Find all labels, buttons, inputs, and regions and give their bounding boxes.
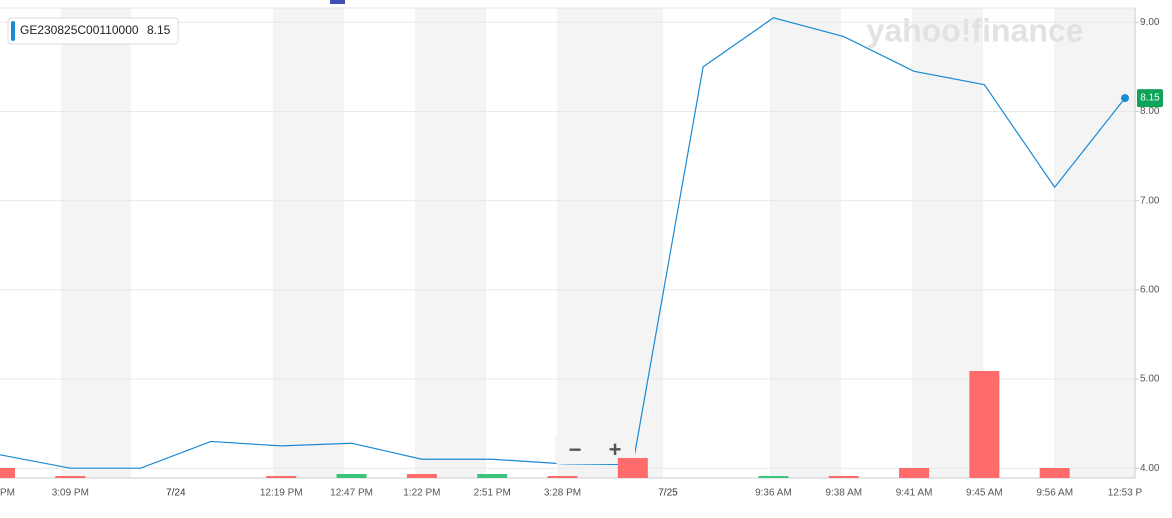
x-tick-label: 12:53 P — [1108, 488, 1143, 499]
last-price-tag — [1137, 89, 1163, 108]
y-tick-label: 6.00 — [1140, 284, 1160, 295]
x-tick-label: 9:36 AM — [755, 488, 792, 499]
band — [1054, 8, 1135, 478]
volume-bar — [406, 474, 437, 478]
volume-bar — [758, 476, 789, 478]
x-tick-label: 3:09 PM — [52, 488, 89, 499]
band — [770, 8, 841, 478]
last-point — [1121, 94, 1129, 103]
x-tick-label: 9:56 AM — [1036, 488, 1073, 499]
volume-bar — [617, 458, 648, 478]
band — [61, 8, 131, 478]
volume-bar — [828, 476, 859, 478]
y-tick-label: 4.00 — [1140, 463, 1160, 474]
x-tick-label: 9:41 AM — [896, 488, 933, 499]
legend-value: 8.15 — [147, 23, 171, 37]
volume-bar — [969, 371, 1000, 478]
volume-bar — [55, 476, 86, 478]
band — [415, 8, 486, 478]
zoom-in[interactable]: + — [609, 437, 622, 462]
last-price-label: 8.15 — [1140, 93, 1160, 104]
volume-bar — [336, 474, 367, 478]
x-tick-label: 9:38 AM — [825, 488, 862, 499]
x-tick-label: 1:22 PM — [403, 488, 440, 499]
y-tick-label: 7.00 — [1140, 195, 1160, 206]
legend: GE230825C00110000 8.15 — [7, 17, 179, 45]
time-bands — [61, 8, 1135, 478]
zoom-out[interactable]: − — [569, 437, 582, 462]
volume-bar — [0, 468, 15, 478]
zoom-box — [555, 436, 635, 464]
x-tick-label: 12:19 PM — [260, 488, 303, 499]
volume-bar — [547, 476, 578, 478]
volume-bar — [266, 476, 297, 478]
y-tick-label: 8.00 — [1140, 106, 1160, 117]
volume-bar — [1039, 468, 1070, 478]
legend-name: GE230825C00110000 — [20, 23, 139, 37]
watermark: yahoo!finance — [867, 12, 1084, 48]
band — [273, 8, 344, 478]
volume-bar — [899, 468, 930, 478]
volume-bar — [477, 474, 508, 478]
day-label: 7/24 — [166, 488, 186, 499]
legend-swatch — [11, 21, 15, 41]
y-tick-label: 9.00 — [1140, 17, 1160, 28]
x-tick-label: 9:45 AM — [966, 488, 1003, 499]
y-tick-label: 5.00 — [1140, 374, 1160, 385]
tab-indicator — [330, 0, 345, 4]
legend-box — [7, 17, 179, 45]
x-tick-label: 3:28 PM — [544, 488, 581, 499]
x-tick-label: 12:47 PM — [330, 488, 373, 499]
day-label: 7/25 — [658, 488, 678, 499]
x-tick-label: PM — [0, 488, 15, 499]
zoom-controls: − + — [555, 436, 635, 464]
band — [557, 8, 663, 478]
x-tick-label: 2:51 PM — [474, 488, 511, 499]
